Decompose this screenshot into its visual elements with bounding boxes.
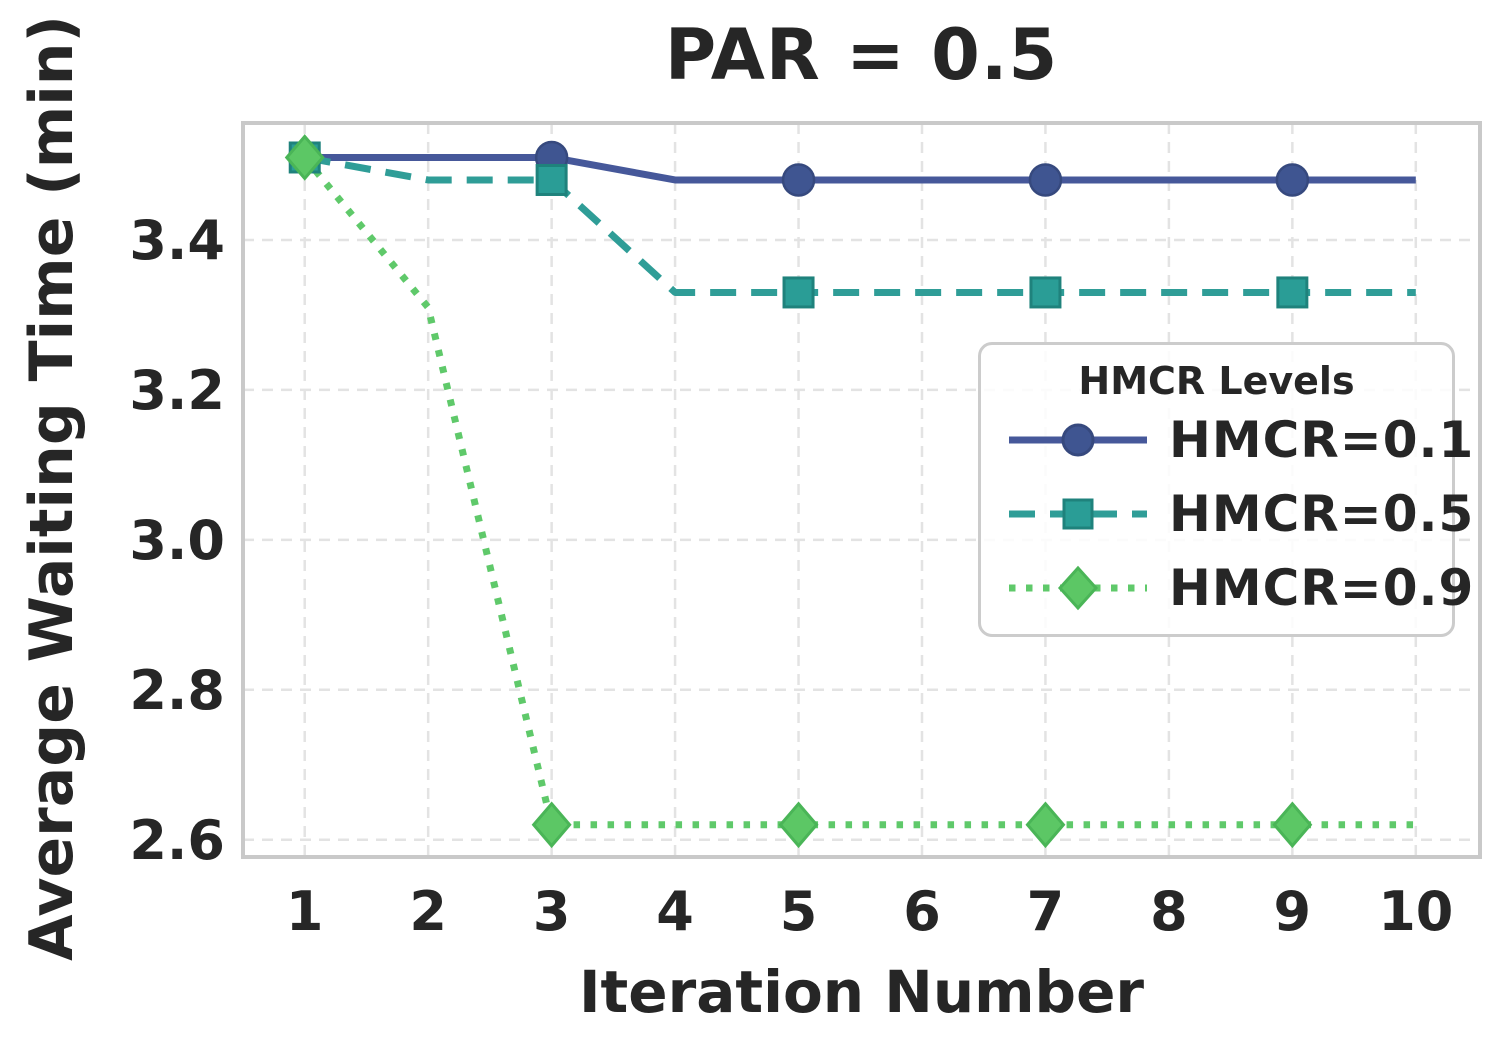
x-tick-label-8: 8 [1150, 880, 1188, 943]
x-tick-label-3: 3 [533, 880, 571, 943]
legend-label: HMCR=0.1 [1169, 411, 1475, 469]
legend-sample-circle-icon [1009, 423, 1147, 457]
legend-item-hmcr-05: HMCR=0.5 [981, 477, 1473, 551]
chart-title: PAR = 0.5 [664, 14, 1059, 96]
marker-square [782, 276, 815, 309]
legend-item-hmcr-09: HMCR=0.9 [981, 551, 1473, 625]
series-line-HMCR=0.5 [304, 154, 1416, 296]
legend-marker-circle-icon [1061, 423, 1095, 457]
x-tick-label-9: 9 [1274, 880, 1312, 943]
marker-circle [781, 163, 816, 197]
legend-item-hmcr-01: HMCR=0.1 [981, 403, 1473, 477]
legend-label: HMCR=0.5 [1169, 485, 1475, 543]
series-line-HMCR=0.9 [302, 155, 1416, 829]
legend: HMCR Levels HMCR=0.1 HMCR=0.5 HMCR=0.9 [978, 342, 1473, 637]
marker-square [1276, 276, 1309, 309]
legend-title: HMCR Levels [1078, 359, 1355, 403]
y-tick-label-3.0: 3.0 [129, 509, 225, 572]
y-tick-label-3.2: 3.2 [129, 359, 225, 422]
x-tick-label-7: 7 [1027, 880, 1065, 943]
marker-diamond [1025, 801, 1066, 849]
marker-diamond [284, 134, 325, 181]
legend-label: HMCR=0.9 [1169, 559, 1475, 617]
legend-sample-square-icon [1009, 498, 1147, 530]
plot-border [241, 121, 1482, 859]
marker-square [535, 163, 568, 196]
x-axis-label: Iteration Number [578, 958, 1145, 1026]
marker-square [1029, 276, 1062, 309]
x-tick-label-5: 5 [780, 880, 818, 943]
series-line-HMCR=0.1 [304, 153, 1416, 184]
legend-sample-diamond-icon [1009, 565, 1147, 611]
x-tick-label-1: 1 [286, 880, 324, 943]
x-tick-label-10: 10 [1378, 880, 1453, 943]
marker-circle [1275, 163, 1310, 197]
y-tick-label-2.8: 2.8 [129, 659, 225, 722]
legend-marker-diamond-icon [1057, 565, 1099, 611]
marker-diamond [778, 801, 819, 849]
legend-marker-square-icon [1062, 498, 1094, 530]
marker-diamond [1272, 801, 1313, 849]
marker-diamond [531, 801, 572, 849]
y-tick-label-3.4: 3.4 [129, 209, 225, 272]
marker-circle [1028, 163, 1063, 197]
x-tick-label-2: 2 [409, 880, 447, 943]
x-tick-label-6: 6 [903, 880, 941, 943]
x-tick-label-4: 4 [656, 880, 694, 943]
y-tick-label-2.6: 2.6 [129, 809, 225, 872]
